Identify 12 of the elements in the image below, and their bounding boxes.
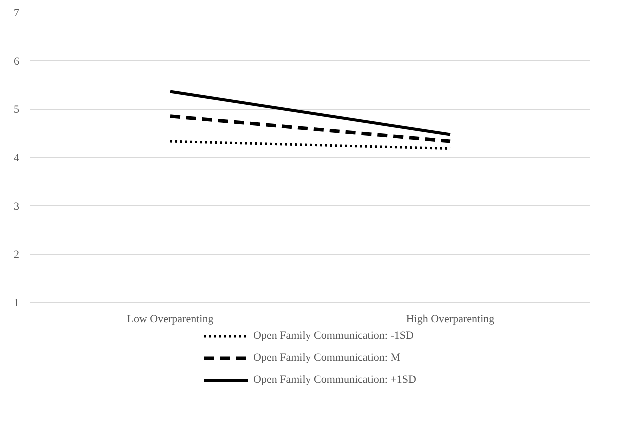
legend-label: Open Family Communication: -1SD bbox=[254, 329, 414, 344]
x-tick-label: Low Overparenting bbox=[127, 314, 214, 326]
x-tick-label: High Overparenting bbox=[406, 314, 496, 326]
y-tick-label: 2 bbox=[14, 249, 20, 262]
y-tick-label: 4 bbox=[14, 152, 20, 164]
y-tick-label: 7 bbox=[14, 8, 20, 20]
y-tick-label: 6 bbox=[14, 56, 20, 68]
legend-label: Open Family Communication: M bbox=[254, 351, 400, 366]
y-tick-label: 1 bbox=[14, 298, 20, 310]
legend-label: Open Family Communication: +1SD bbox=[254, 373, 416, 388]
y-tick-label: 3 bbox=[14, 200, 20, 213]
y-tick-label: 5 bbox=[14, 104, 20, 116]
